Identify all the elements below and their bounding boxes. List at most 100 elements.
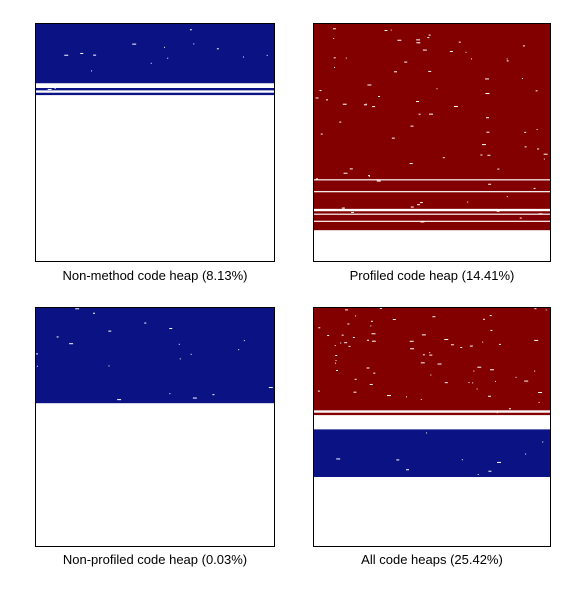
profiled-free-dot bbox=[535, 90, 538, 92]
profiled-free-dot bbox=[428, 34, 431, 36]
all-free-dot bbox=[498, 343, 501, 345]
all-heaps-map bbox=[313, 307, 551, 547]
profiled-free-stripe bbox=[314, 220, 550, 222]
profiled-free-stripe bbox=[314, 179, 550, 181]
all-free-dot bbox=[327, 334, 330, 336]
non-method-free-dot bbox=[189, 29, 192, 31]
non-profiled-free-dot bbox=[169, 393, 171, 395]
non-method-free-dot bbox=[47, 88, 52, 90]
all-free-dot bbox=[420, 362, 425, 364]
non-profiled-free-dot bbox=[238, 349, 240, 351]
all-free-dot bbox=[367, 339, 370, 341]
profiled-free-dot bbox=[368, 175, 370, 177]
profiled-free-dot bbox=[378, 95, 381, 97]
all-free-dot bbox=[396, 459, 400, 461]
non-method-free-dot bbox=[54, 88, 56, 90]
profiled-free-dot bbox=[453, 106, 458, 107]
non-profiled-free-dot bbox=[179, 358, 181, 360]
profiled-free-dot bbox=[391, 137, 395, 139]
all-free-dot bbox=[335, 355, 338, 356]
all-free-dot bbox=[497, 461, 502, 463]
non-profiled-heap-map bbox=[35, 307, 275, 547]
non-method-heap-svg bbox=[36, 24, 274, 96]
all-free-dot bbox=[379, 308, 382, 309]
profiled-free-dot bbox=[315, 97, 319, 99]
profiled-free-dot bbox=[481, 144, 486, 146]
non-profiled-occupied-region bbox=[36, 308, 274, 404]
non-profiled-free-dot bbox=[56, 336, 59, 338]
all-free-dot bbox=[336, 458, 341, 460]
profiled-free-dot bbox=[537, 148, 540, 150]
profiled-free-dot bbox=[471, 58, 473, 60]
profiled-free-dot bbox=[333, 57, 336, 59]
all-free-dot bbox=[353, 391, 357, 393]
profiled-occupied-region bbox=[314, 24, 550, 231]
all-free-dot bbox=[525, 453, 527, 455]
all-free-dot bbox=[373, 372, 376, 374]
profiled-free-dot bbox=[363, 104, 367, 106]
all-free-dot bbox=[341, 334, 344, 336]
all-free-dot bbox=[430, 374, 432, 376]
profiled-free-dot bbox=[485, 78, 490, 80]
all-free-dot bbox=[461, 459, 463, 461]
profiled-free-dot bbox=[416, 42, 421, 44]
profiled-heap-svg bbox=[314, 24, 550, 231]
all-free-dot bbox=[392, 319, 396, 320]
profiled-free-dot bbox=[506, 58, 508, 60]
profiled-free-dot bbox=[427, 37, 430, 39]
all-free-dot bbox=[482, 341, 484, 343]
non-profiled-heap-svg bbox=[36, 308, 274, 404]
profiled-free-stripe bbox=[314, 213, 550, 215]
profiled-free-dot bbox=[497, 168, 500, 170]
non-profiled-free-dot bbox=[190, 353, 192, 355]
profiled-free-dot bbox=[543, 153, 548, 155]
non-method-heap-map bbox=[35, 23, 275, 262]
profiled-free-dot bbox=[320, 133, 323, 135]
all-free-dot bbox=[334, 345, 336, 347]
all-free-dot bbox=[347, 323, 350, 325]
non-profiled-free-dot bbox=[178, 343, 180, 345]
all-nonprofiled-region bbox=[314, 429, 550, 477]
all-free-dot bbox=[354, 378, 357, 380]
all-free-dot bbox=[488, 395, 491, 397]
profiled-free-dot bbox=[480, 154, 483, 156]
profiled-free-dot bbox=[428, 70, 432, 72]
profiled-free-dot bbox=[449, 50, 453, 52]
all-free-dot bbox=[344, 342, 348, 344]
non-method-free-stripe bbox=[36, 83, 274, 88]
all-free-dot bbox=[545, 309, 547, 311]
all-free-dot bbox=[406, 469, 409, 471]
all-free-dot bbox=[496, 412, 498, 414]
profiled-free-dot bbox=[409, 163, 413, 165]
all-free-dot bbox=[421, 334, 426, 336]
profiled-free-dot bbox=[496, 210, 500, 212]
all-free-dot bbox=[534, 308, 537, 310]
all-free-dot bbox=[422, 354, 425, 356]
non-method-free-dot bbox=[64, 54, 69, 56]
all-free-dot bbox=[371, 340, 376, 342]
all-free-dot bbox=[524, 380, 529, 382]
profiled-free-dot bbox=[390, 29, 392, 31]
profiled-free-dot bbox=[376, 180, 381, 182]
profiled-free-dot bbox=[332, 28, 336, 30]
profiled-free-dot bbox=[416, 101, 420, 103]
non-method-free-dot bbox=[150, 62, 152, 64]
profiled-free-stripe bbox=[314, 191, 550, 193]
non-method-free-dot bbox=[216, 48, 219, 50]
non-method-free-dot bbox=[80, 52, 84, 54]
profiled-free-dot bbox=[368, 175, 371, 177]
non-method-free-stripe bbox=[36, 90, 274, 93]
profiled-free-dot bbox=[334, 66, 336, 68]
all-free-dot bbox=[348, 345, 351, 347]
profiled-free-dot bbox=[458, 41, 461, 43]
non-profiled-heap-caption: Non-profiled code heap (0.03%) bbox=[62, 552, 248, 567]
profiled-free-dot bbox=[436, 88, 438, 90]
profiled-free-dot bbox=[521, 78, 523, 80]
all-free-dot bbox=[508, 408, 511, 410]
profiled-free-dot bbox=[350, 211, 354, 213]
all-free-dot bbox=[314, 410, 318, 412]
non-method-free-dot bbox=[266, 54, 268, 56]
profiled-free-dot bbox=[522, 45, 525, 47]
all-free-dot bbox=[473, 370, 475, 372]
profiled-free-dot bbox=[417, 204, 421, 206]
